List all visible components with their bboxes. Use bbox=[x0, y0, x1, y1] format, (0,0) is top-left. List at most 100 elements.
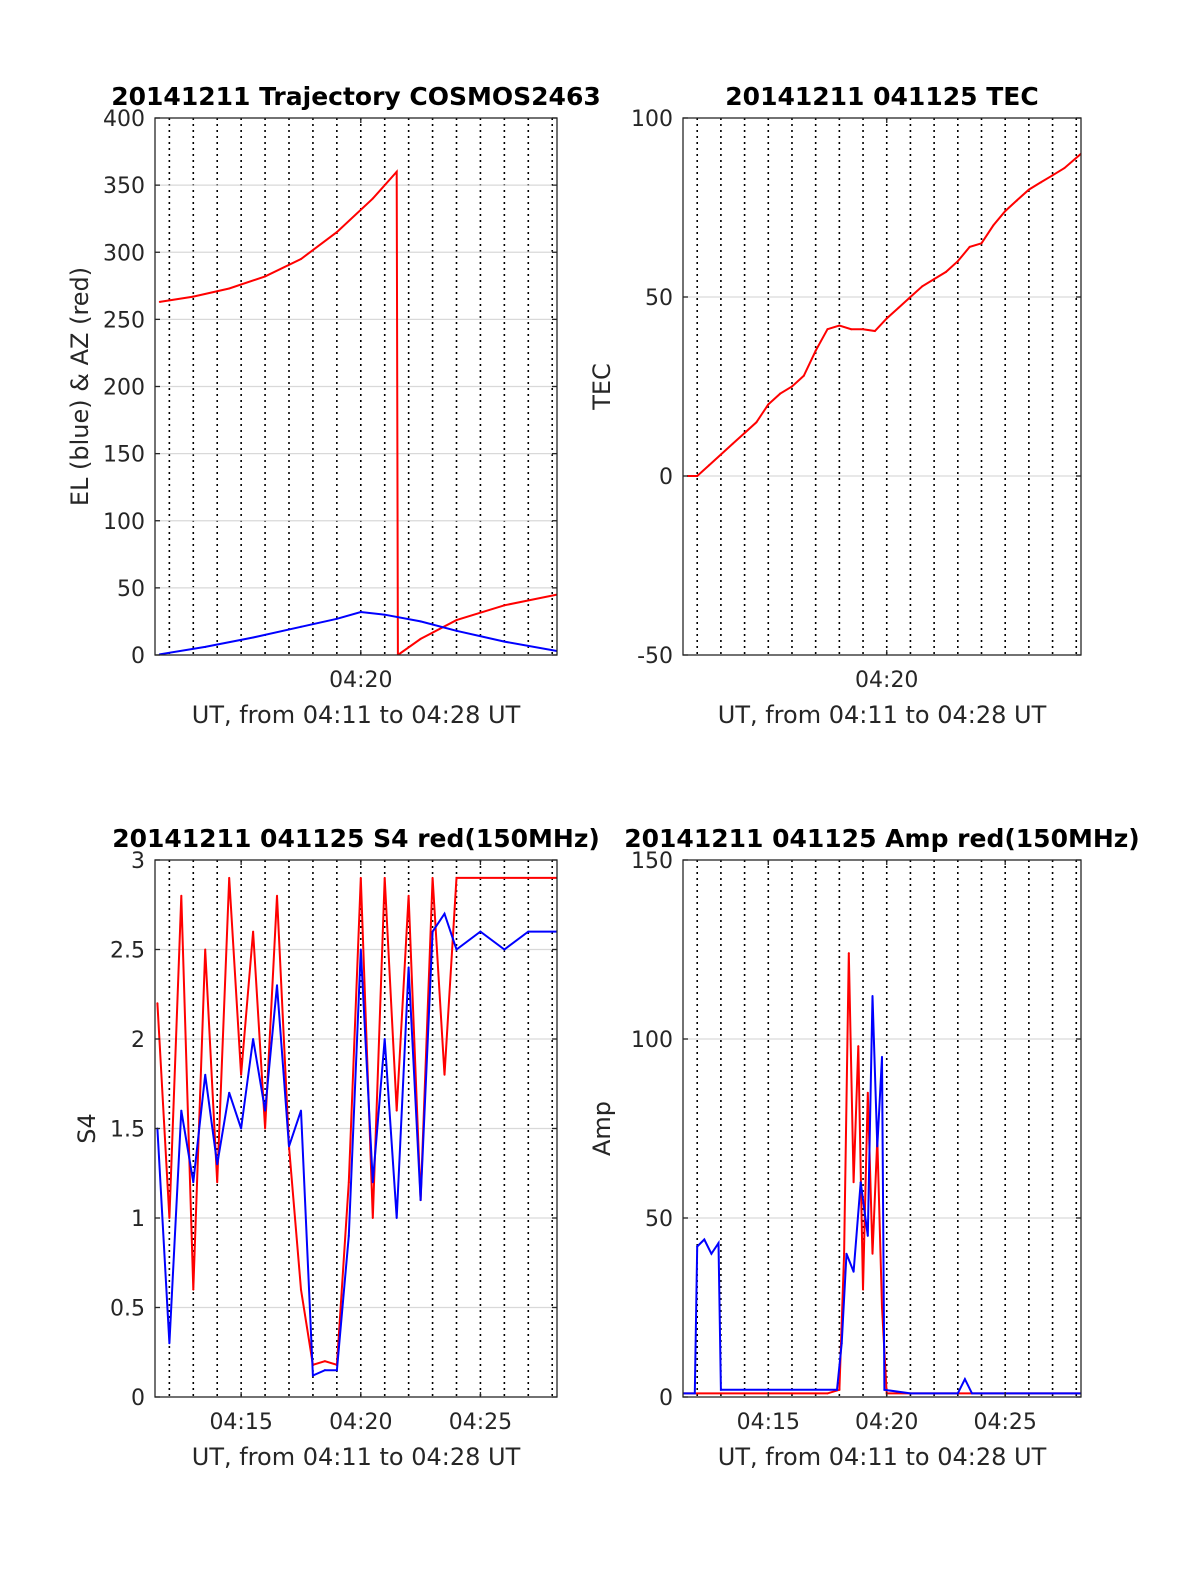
data-point bbox=[866, 1234, 869, 1237]
data-point bbox=[871, 995, 874, 998]
y-tick-label: 0 bbox=[659, 1386, 673, 1411]
data-point bbox=[802, 374, 805, 377]
data-point bbox=[359, 611, 362, 614]
x-axis-label: UT, from 04:11 to 04:28 UT bbox=[718, 701, 1047, 729]
x-tick-label: 04:20 bbox=[855, 1410, 918, 1435]
x-tick-label: 04:20 bbox=[329, 668, 392, 693]
data-point bbox=[192, 295, 195, 298]
data-point bbox=[419, 620, 422, 623]
x-axis-label: UT, from 04:11 to 04:28 UT bbox=[718, 1443, 1047, 1471]
data-point bbox=[371, 1217, 374, 1219]
data-point bbox=[826, 328, 829, 331]
data-point bbox=[383, 876, 386, 879]
y-tick-label: 0 bbox=[131, 644, 145, 669]
data-point bbox=[968, 245, 971, 248]
chart-title: 20141211 041125 Amp red(150MHz) bbox=[624, 824, 1140, 853]
data-point bbox=[431, 876, 434, 879]
data-point bbox=[845, 1252, 848, 1255]
data-point bbox=[719, 1388, 722, 1391]
y-tick-label: 350 bbox=[103, 174, 145, 199]
y-axis-label: Amp bbox=[588, 1101, 616, 1156]
data-point bbox=[299, 1109, 302, 1112]
data-point bbox=[767, 403, 770, 406]
data-point bbox=[503, 948, 506, 951]
data-point bbox=[876, 1145, 879, 1148]
data-point bbox=[956, 1392, 959, 1395]
series-line-1 bbox=[683, 995, 1081, 1395]
y-tick-label: 3 bbox=[131, 849, 145, 874]
data-point bbox=[180, 1109, 183, 1112]
data-point bbox=[216, 1163, 219, 1166]
data-point bbox=[323, 1369, 326, 1372]
data-point bbox=[710, 1252, 713, 1255]
data-point bbox=[359, 948, 362, 951]
s4-panel: 0 0.5 1 1.5 2 2.5 3 04:15 04:20 04:25 20141211 041… bbox=[73, 824, 600, 1471]
series-line-0 bbox=[687, 153, 1081, 477]
y-tick-label: 200 bbox=[103, 376, 145, 401]
data-point bbox=[963, 1378, 966, 1381]
data-point bbox=[755, 421, 758, 424]
x-tick-label: 04:15 bbox=[737, 1410, 800, 1435]
data-point bbox=[719, 453, 722, 456]
chart-title: 20141211 Trajectory COSMOS2463 bbox=[111, 82, 601, 111]
data-point bbox=[252, 1038, 255, 1040]
data-point bbox=[527, 876, 530, 879]
data-point bbox=[871, 1252, 874, 1255]
y-tick-label: 1 bbox=[131, 1207, 145, 1232]
data-point bbox=[288, 1145, 290, 1148]
data-point bbox=[395, 1109, 398, 1112]
data-point bbox=[419, 1199, 422, 1202]
data-point bbox=[371, 197, 374, 200]
data-point bbox=[1063, 167, 1066, 170]
data-point bbox=[843, 1252, 846, 1255]
data-point bbox=[944, 270, 947, 273]
y-tick-label: 50 bbox=[645, 286, 673, 311]
y-tick-label: 100 bbox=[631, 107, 673, 132]
data-point bbox=[419, 637, 422, 640]
data-point bbox=[359, 876, 362, 879]
data-point bbox=[407, 966, 410, 969]
data-point bbox=[980, 242, 983, 245]
data-point bbox=[335, 617, 338, 620]
data-point bbox=[168, 1342, 171, 1345]
data-point bbox=[443, 912, 446, 915]
data-point bbox=[838, 324, 841, 327]
data-point bbox=[383, 613, 386, 616]
data-point bbox=[276, 984, 279, 987]
y-tick-label: 100 bbox=[103, 510, 145, 535]
data-point bbox=[204, 948, 207, 951]
data-point bbox=[708, 464, 711, 467]
data-point bbox=[323, 1360, 326, 1363]
data-point bbox=[443, 1073, 446, 1076]
data-point bbox=[909, 296, 912, 298]
data-point bbox=[276, 894, 279, 897]
data-point bbox=[252, 930, 255, 933]
data-point bbox=[933, 278, 936, 281]
y-tick-label: 400 bbox=[103, 107, 145, 132]
data-point bbox=[859, 1181, 862, 1184]
data-point bbox=[840, 1342, 843, 1345]
y-axis-label: TEC bbox=[588, 363, 616, 411]
tec-panel: -50 0 50 100 04:20 20141211 041125 TEC UT, fro… bbox=[588, 82, 1082, 729]
data-point bbox=[311, 1374, 314, 1377]
data-point bbox=[1039, 181, 1042, 184]
data-point bbox=[158, 300, 161, 303]
data-point bbox=[992, 224, 995, 227]
data-point bbox=[479, 930, 482, 933]
y-tick-label: -50 bbox=[637, 644, 673, 669]
data-point bbox=[790, 385, 793, 388]
data-point bbox=[455, 629, 458, 632]
data-point bbox=[909, 1392, 912, 1395]
data-point bbox=[264, 1109, 267, 1112]
data-point bbox=[204, 645, 207, 648]
data-point bbox=[240, 1073, 243, 1076]
x-axis-label: UT, from 04:11 to 04:28 UT bbox=[192, 701, 521, 729]
data-point bbox=[779, 392, 782, 395]
data-point bbox=[857, 1045, 860, 1048]
series-line-1 bbox=[156, 911, 557, 1378]
x-tick-label: 04:25 bbox=[449, 1410, 512, 1435]
data-point bbox=[835, 1388, 838, 1391]
x-tick-label: 04:20 bbox=[855, 668, 918, 693]
data-point bbox=[717, 1242, 720, 1245]
